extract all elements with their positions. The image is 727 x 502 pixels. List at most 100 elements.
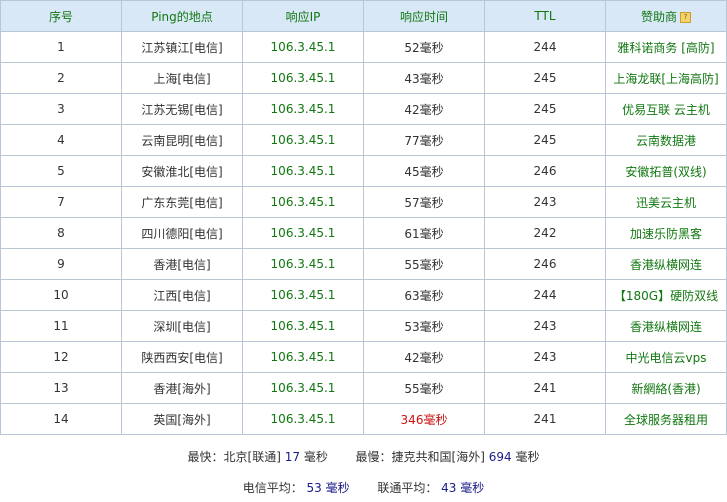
cell-ttl: 245: [484, 62, 606, 94]
cell-time: 61毫秒: [363, 217, 485, 249]
cell-time: 43毫秒: [363, 62, 485, 94]
cell-location: 云南昆明[电信]: [121, 124, 243, 156]
cell-location: 英国[海外]: [121, 403, 243, 435]
cell-ip: 106.3.45.1: [242, 403, 364, 435]
header-label: 响应时间: [399, 9, 448, 24]
telecom-unit: 毫秒: [325, 481, 350, 495]
cell-sponsor[interactable]: 上海龙联[上海高防]: [605, 62, 727, 94]
cell-location: 香港[电信]: [121, 248, 243, 280]
cell-location: 陕西西安[电信]: [121, 341, 243, 373]
cell-time: 55毫秒: [363, 248, 485, 280]
cell-time: 77毫秒: [363, 124, 485, 156]
help-icon[interactable]: ?: [680, 11, 691, 23]
cell-time: 55毫秒: [363, 372, 485, 404]
telecom-value: 53: [306, 481, 322, 495]
cell-index: 4: [0, 124, 122, 156]
cell-ip: 106.3.45.1: [242, 341, 364, 373]
header-index: 序号: [0, 0, 122, 32]
cell-index: 7: [0, 186, 122, 218]
cell-time: 63毫秒: [363, 279, 485, 311]
cell-location: 香港[海外]: [121, 372, 243, 404]
header-location: Ping的地点: [121, 0, 243, 32]
cell-sponsor[interactable]: 加速乐防黑客: [605, 217, 727, 249]
table-row: 10 江西[电信] 106.3.45.1 63毫秒 244 【180G】硬防双线: [0, 279, 727, 311]
cell-ttl: 245: [484, 124, 606, 156]
cell-ip: 106.3.45.1: [242, 155, 364, 187]
cell-location: 江苏无锡[电信]: [121, 93, 243, 125]
table-row: 7 广东东莞[电信] 106.3.45.1 57毫秒 243 迅美云主机: [0, 186, 727, 218]
header-label: 序号: [48, 9, 73, 24]
header-label: Ping的地点: [151, 9, 213, 24]
cell-sponsor[interactable]: 雅科诺商务 [高防]: [605, 31, 727, 63]
cell-sponsor[interactable]: 【180G】硬防双线: [605, 279, 727, 311]
table-row: 12 陕西西安[电信] 106.3.45.1 42毫秒 243 中光电信云vps: [0, 341, 727, 373]
header-label: 赞助商: [640, 9, 677, 24]
cell-sponsor[interactable]: 新網絡(香港): [605, 372, 727, 404]
summary-fast-slow: 最快：北京[联通] 17 毫秒 最慢：捷克共和国[海外] 694 毫秒: [0, 449, 727, 465]
cell-ip: 106.3.45.1: [242, 217, 364, 249]
cell-location: 深圳[电信]: [121, 310, 243, 342]
cell-ttl: 243: [484, 186, 606, 218]
summary-averages: 电信平均： 53 毫秒 联通平均： 43 毫秒: [0, 479, 727, 496]
table-row: 8 四川德阳[电信] 106.3.45.1 61毫秒 242 加速乐防黑客: [0, 217, 727, 249]
telecom-label: 电信平均：: [242, 481, 303, 495]
fastest-label: 最快：北京[联通]: [187, 450, 281, 464]
cell-time: 42毫秒: [363, 341, 485, 373]
cell-ip: 106.3.45.1: [242, 279, 364, 311]
cell-ttl: 244: [484, 279, 606, 311]
cell-ip: 106.3.45.1: [242, 124, 364, 156]
cell-ttl: 241: [484, 372, 606, 404]
cell-index: 10: [0, 279, 122, 311]
cell-time: 42毫秒: [363, 93, 485, 125]
cell-sponsor[interactable]: 全球服务器租用: [605, 403, 727, 435]
table-row: 1 江苏镇江[电信] 106.3.45.1 52毫秒 244 雅科诺商务 [高防]: [0, 31, 727, 63]
table-row: 4 云南昆明[电信] 106.3.45.1 77毫秒 245 云南数据港: [0, 124, 727, 156]
cell-ip: 106.3.45.1: [242, 186, 364, 218]
cell-sponsor[interactable]: 香港纵横网连: [605, 248, 727, 280]
cell-time: 45毫秒: [363, 155, 485, 187]
cell-ttl: 243: [484, 310, 606, 342]
cell-sponsor[interactable]: 安徽拓普(双线): [605, 155, 727, 187]
slowest-unit: 毫秒: [515, 450, 540, 464]
cell-ttl: 246: [484, 155, 606, 187]
cell-sponsor[interactable]: 香港纵横网连: [605, 310, 727, 342]
cell-ip: 106.3.45.1: [242, 248, 364, 280]
table-row: 11 深圳[电信] 106.3.45.1 53毫秒 243 香港纵横网连: [0, 310, 727, 342]
cell-index: 1: [0, 31, 122, 63]
cell-sponsor[interactable]: 迅美云主机: [605, 186, 727, 218]
table-row: 9 香港[电信] 106.3.45.1 55毫秒 246 香港纵横网连: [0, 248, 727, 280]
cell-ip: 106.3.45.1: [242, 372, 364, 404]
cell-index: 9: [0, 248, 122, 280]
table-row: 14 英国[海外] 106.3.45.1 346毫秒 241 全球服务器租用: [0, 403, 727, 435]
cell-time: 53毫秒: [363, 310, 485, 342]
header-sponsor: 赞助商?: [605, 0, 727, 32]
unicom-label: 联通平均：: [377, 481, 438, 495]
table-row: 5 安徽淮北[电信] 106.3.45.1 45毫秒 246 安徽拓普(双线): [0, 155, 727, 187]
cell-ttl: 245: [484, 93, 606, 125]
cell-index: 11: [0, 310, 122, 342]
cell-location: 安徽淮北[电信]: [121, 155, 243, 187]
header-ttl: TTL: [484, 0, 606, 32]
slowest-label: 最慢：捷克共和国[海外]: [355, 450, 485, 464]
fastest-value: 17: [284, 450, 301, 464]
cell-index: 12: [0, 341, 122, 373]
cell-location: 江苏镇江[电信]: [121, 31, 243, 63]
cell-index: 3: [0, 93, 122, 125]
cell-sponsor[interactable]: 中光电信云vps: [605, 341, 727, 373]
cell-time: 346毫秒: [363, 403, 485, 435]
cell-index: 13: [0, 372, 122, 404]
header-time: 响应时间: [363, 0, 485, 32]
cell-sponsor[interactable]: 云南数据港: [605, 124, 727, 156]
cell-ttl: 246: [484, 248, 606, 280]
cell-time: 57毫秒: [363, 186, 485, 218]
unicom-value: 43: [441, 481, 457, 495]
cell-ip: 106.3.45.1: [242, 62, 364, 94]
cell-location: 四川德阳[电信]: [121, 217, 243, 249]
unicom-unit: 毫秒: [460, 481, 485, 495]
cell-sponsor[interactable]: 优易互联 云主机: [605, 93, 727, 125]
cell-ttl: 241: [484, 403, 606, 435]
table-row: 13 香港[海外] 106.3.45.1 55毫秒 241 新網絡(香港): [0, 372, 727, 404]
cell-location: 江西[电信]: [121, 279, 243, 311]
header-label: 响应IP: [285, 9, 321, 24]
cell-ttl: 244: [484, 31, 606, 63]
